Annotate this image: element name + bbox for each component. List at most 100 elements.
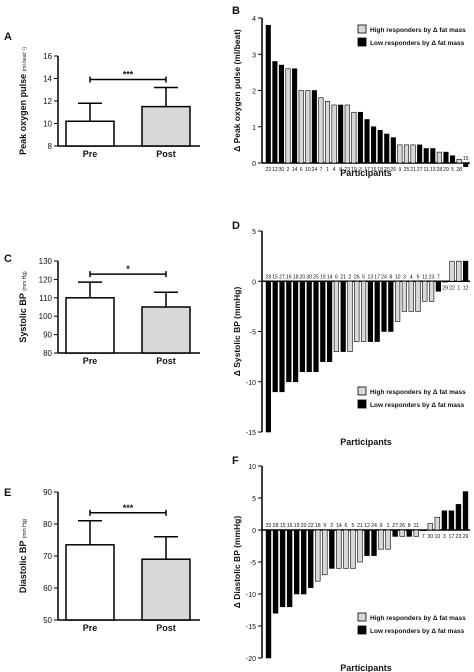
bar-participant <box>300 529 307 595</box>
bar-participant <box>413 529 419 537</box>
legend-label-high: High responders by Δ fat mass <box>370 27 466 34</box>
participant-label: 24 <box>311 167 317 173</box>
bar-participant <box>367 280 374 342</box>
bar-participant <box>449 260 455 282</box>
y-tick-label: 1 <box>252 125 256 132</box>
legend-swatch-high <box>357 612 367 622</box>
bar-participant <box>406 529 412 537</box>
participant-label: 25 <box>404 167 410 173</box>
y-tick-label: 110 <box>39 294 52 303</box>
y-tick-label: -15 <box>246 430 256 437</box>
bar-participant <box>423 148 429 164</box>
participant-label: 24 <box>371 523 377 529</box>
bar-participant <box>403 144 410 164</box>
participant-label: 29 <box>463 534 469 540</box>
legend-swatch-high <box>357 386 367 396</box>
legend-label-high: High responders by Δ fat mass <box>370 389 466 396</box>
bar-participant <box>357 529 363 563</box>
y-axis-label: Δ Systolic BP (mmHg) <box>232 287 242 377</box>
y-tick-label: -5 <box>250 560 256 567</box>
bar-participant <box>272 280 278 393</box>
panel-a: A 8 10 12 14 16 Peak oxygen pulse (ml·beat⁻¹) P… <box>4 31 200 159</box>
y-axis-unit: (mm Hg) <box>22 519 28 539</box>
bar-participant <box>442 280 448 283</box>
y-axis-label: Peak oxygen pulse (ml·beat⁻¹) <box>18 47 28 155</box>
bar-participant <box>435 280 442 292</box>
x-tick-label: Pre <box>83 356 98 366</box>
participant-label: 28 <box>266 274 272 280</box>
bar-participant <box>434 516 441 531</box>
y-tick-label: 8 <box>48 142 53 151</box>
bar-participant <box>357 111 363 164</box>
participant-label: 11 <box>422 274 427 280</box>
participant-label: 9 <box>323 523 326 529</box>
bar-participant <box>343 529 349 569</box>
participant-label: 26 <box>354 274 360 280</box>
y-tick-label: -20 <box>246 656 256 663</box>
bar-participant <box>430 148 436 164</box>
participant-label: 17 <box>449 534 455 540</box>
participant-label: 29 <box>443 167 449 173</box>
bar-participant <box>448 510 455 531</box>
y-tick-label: 60 <box>43 584 52 593</box>
y-tick-label: 80 <box>43 349 52 358</box>
bar-post <box>141 105 191 147</box>
participant-label: 27 <box>392 523 398 529</box>
participant-label: 19 <box>320 274 326 280</box>
bar-participant <box>322 529 328 576</box>
bar-participant <box>315 529 321 582</box>
bar-participant <box>456 260 462 282</box>
bar-participant <box>347 280 353 352</box>
participant-label: 19 <box>294 523 300 529</box>
bar-participant <box>410 144 416 164</box>
bar-participant <box>392 529 398 537</box>
y-axis-label: Diastolic BP (mm Hg) <box>18 519 28 594</box>
participant-label: 1 <box>457 285 460 291</box>
participant-label: 11 <box>424 167 429 173</box>
participant-label: 13 <box>368 274 374 280</box>
participant-label: 25 <box>266 523 272 529</box>
significance-marker: *** <box>123 70 134 80</box>
participant-label: 22 <box>449 285 455 291</box>
y-tick-label: 100 <box>39 312 53 321</box>
bar-participant <box>292 68 298 164</box>
participant-label: 21 <box>410 167 416 173</box>
participant-label: 18 <box>293 274 299 280</box>
bar-participant <box>272 61 278 164</box>
participant-label: 22 <box>265 167 271 173</box>
bar-participant <box>420 529 426 532</box>
y-tick-label: 0 <box>252 279 256 286</box>
participant-label: 6 <box>300 167 303 173</box>
bar-participant <box>292 280 299 383</box>
participant-label: 3 <box>359 167 362 173</box>
participant-label: 21 <box>340 274 346 280</box>
participant-label: 9 <box>398 167 401 173</box>
panel-label: B <box>232 5 240 17</box>
participant-label: 24 <box>381 274 387 280</box>
participant-label: 16 <box>286 274 292 280</box>
y-tick-label: 5 <box>252 496 256 503</box>
bar-participant <box>272 529 279 614</box>
x-axis-label: Participants <box>340 168 392 178</box>
bar-participant <box>324 101 331 164</box>
y-tick-label: 5 <box>252 229 256 236</box>
bar-participant <box>384 133 390 164</box>
participant-label: 8 <box>389 274 392 280</box>
participant-label: 10 <box>305 167 311 173</box>
bar-participant <box>462 260 469 282</box>
y-tick-label: 4 <box>252 16 256 23</box>
significance-marker: * <box>126 264 130 274</box>
bar-participant <box>388 280 394 332</box>
legend-swatch-low <box>357 37 367 47</box>
participant-label: 15 <box>463 156 469 162</box>
bar-participant <box>265 280 272 433</box>
bar-participant <box>354 280 360 342</box>
participant-label: 10 <box>434 534 440 540</box>
participant-label: 28 <box>273 523 279 529</box>
y-tick-label: 16 <box>43 52 52 61</box>
bar-participant <box>417 144 423 164</box>
bar-participant <box>329 529 335 569</box>
bar-participant <box>298 90 304 164</box>
participant-label: 16 <box>287 523 293 529</box>
